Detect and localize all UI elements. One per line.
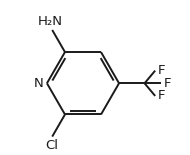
Text: F: F — [158, 89, 165, 102]
Text: H₂N: H₂N — [38, 15, 63, 28]
Text: N: N — [34, 77, 44, 90]
Text: F: F — [164, 77, 171, 90]
Text: Cl: Cl — [45, 139, 58, 152]
Text: F: F — [158, 64, 165, 77]
